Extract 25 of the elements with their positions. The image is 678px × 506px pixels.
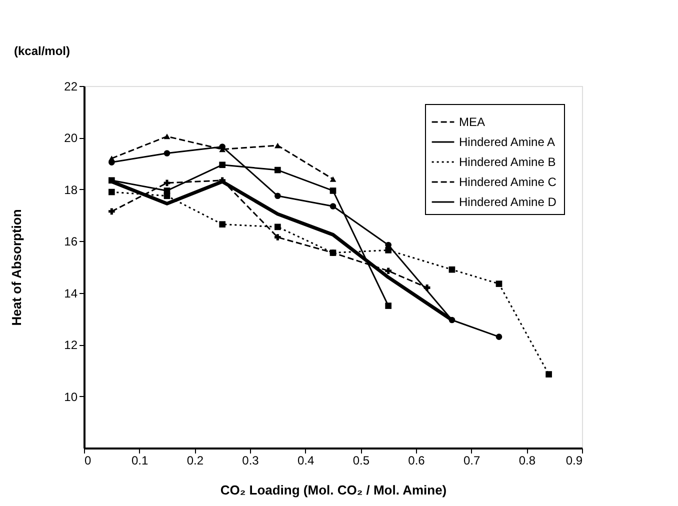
x-tick-label: 0.4	[297, 454, 314, 468]
x-axis-title: CO₂ Loading (Mol. CO₂ / Mol. Amine)	[220, 482, 447, 498]
x-tick-label: 0	[84, 454, 92, 468]
y-tick-label: 10	[64, 390, 78, 404]
legend-label: Hindered Amine D	[459, 195, 557, 209]
text: (kcal/mol)	[14, 44, 70, 58]
x-tick-label: 0.1	[131, 454, 148, 468]
y-tick-label: 22	[64, 80, 78, 94]
x-tick-label: 0.6	[408, 454, 426, 468]
y-tick-label: 12	[64, 338, 78, 352]
y-tick-label: 14	[64, 286, 78, 300]
y-axis-title: Heat of Absorption	[9, 209, 24, 326]
x-tick-label: 0.7	[463, 454, 480, 468]
x-tick-label: 0.8	[518, 454, 536, 468]
legend-label: Hindered Amine B	[459, 155, 556, 169]
legend-label: Hindered Amine A	[459, 135, 556, 149]
x-tick-label: 0.9	[566, 454, 583, 468]
y-tick-label: 20	[64, 131, 78, 146]
legend-label: MEA	[459, 115, 486, 129]
x-tick-label: 0.5	[352, 454, 370, 468]
x-tick-label: 0.3	[242, 454, 260, 468]
legend-label: Hindered Amine C	[459, 175, 557, 189]
y-tick-label: 16	[64, 234, 78, 249]
x-tick-label: 0.2	[186, 454, 204, 468]
y-tick-label: 18	[64, 182, 78, 197]
